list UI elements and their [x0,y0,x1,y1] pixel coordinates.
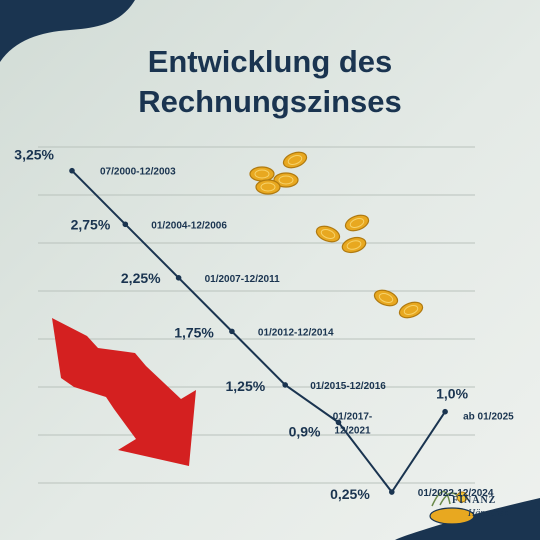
period-label: 01/2007-12/2011 [205,274,281,285]
value-label: 2,75% [71,216,111,232]
grid-lines [38,146,475,484]
data-point [69,167,75,174]
coin-icon [373,289,399,307]
finanz-logo-icon [429,490,475,525]
data-point [122,221,129,228]
coin-icon [398,301,424,319]
coin-icon [255,179,281,195]
chart-title-line-2: Rechnungszinses [138,84,402,119]
period-label: ab 01/2025 [463,412,514,423]
coin-icon [249,166,275,182]
period-label: 01/2022-12/2024 [418,488,494,499]
data-point [175,275,182,281]
value-label: 1,0% [436,386,468,402]
data-point [389,489,395,495]
coin-icon [273,172,299,188]
data-point [442,408,448,415]
coin-icon [315,225,341,243]
brand-word-1: FINANZ [452,495,497,506]
data-marks: 3,25% 07/2000-12/2003 2,75% 01/2004-12/2006… [14,147,514,502]
data-point [282,382,289,388]
chart-title-line-1: Entwicklung des [147,44,393,79]
value-label: 3,25% [14,147,54,163]
period-label: 01/2017-12/2021 [333,411,372,436]
coin-icon [341,236,367,254]
period-label: 01/2015-12/2016 [310,381,386,392]
period-label: 01/2004-12/2006 [151,220,227,231]
down-arrow-icon [52,318,196,466]
corner-blob-top-left [0,0,135,62]
coin-icon [344,214,370,232]
series-line [71,170,446,494]
value-label: 0,9% [289,423,321,439]
period-label: 01/2012-12/2014 [258,327,334,338]
data-point [335,419,342,426]
value-label: 2,25% [121,270,161,286]
period-label: 07/2000-12/2003 [100,167,176,178]
coin-icon [282,151,308,169]
value-label: 1,25% [225,378,265,394]
data-point [229,328,235,335]
brand-word-2: Häppchen [468,508,510,519]
value-label: 1,75% [174,324,214,340]
value-label: 0,25% [330,486,370,502]
